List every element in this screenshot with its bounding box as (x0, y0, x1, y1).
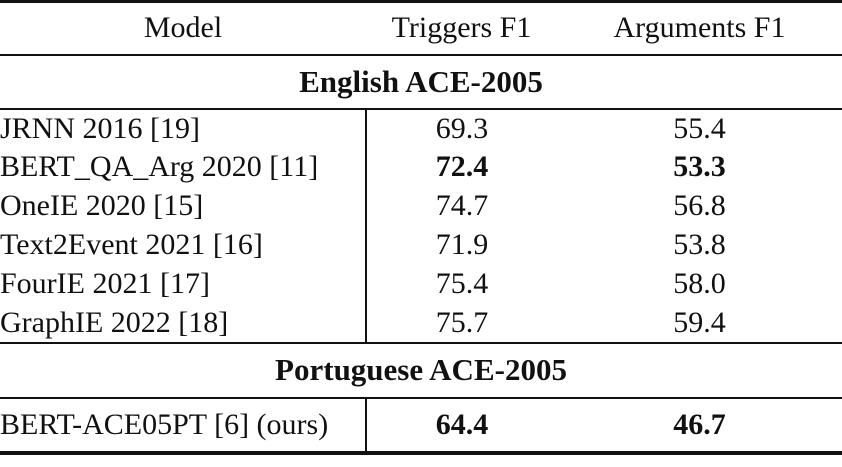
cell-model: BERT_QA_Arg 2020 [11] (0, 150, 319, 183)
column-header-triggers-f1: Triggers F1 (391, 11, 532, 45)
section-portuguese-header: Portuguese ACE-2005 (0, 342, 842, 399)
results-table: Model Triggers F1 Arguments F1 English A… (0, 0, 842, 455)
cell-arguments-f1: 58.0 (673, 267, 726, 300)
table-row: JRNN 2016 [19] 69.3 55.4 (0, 108, 842, 148)
cell-model: FourIE 2021 [17] (0, 267, 210, 300)
header-row: Model Triggers F1 Arguments F1 (0, 2, 842, 55)
cell-model: BERT-ACE05PT [6] (ours) (0, 407, 329, 441)
cell-triggers-f1: 64.4 (365, 397, 557, 453)
table-row: OneIE 2020 [15] 74.7 56.8 (0, 186, 842, 226)
cell-arguments-f1: 53.3 (673, 150, 726, 183)
cell-arguments-f1: 59.4 (673, 305, 726, 339)
section-title-row: Portuguese ACE-2005 (0, 342, 842, 399)
table-row: BERT-ACE05PT [6] (ours) 64.4 46.7 (0, 397, 842, 453)
section-title-portuguese: Portuguese ACE-2005 (0, 342, 842, 399)
cell-arguments-f1: 56.8 (673, 189, 726, 222)
cell-triggers-f1: 74.7 (365, 186, 557, 226)
cell-arguments-f1: 53.8 (673, 228, 726, 261)
cell-model: Text2Event 2021 [16] (0, 228, 263, 261)
section-english-header: English ACE-2005 (0, 54, 842, 110)
table-row: Text2Event 2021 [16] 71.9 53.8 (0, 225, 842, 265)
column-header-arguments-f1: Arguments F1 (613, 11, 786, 45)
cell-model: GraphIE 2022 [18] (0, 305, 229, 339)
column-header-model: Model (143, 11, 223, 45)
cell-triggers-f1: 75.4 (365, 264, 557, 304)
cell-arguments-f1: 55.4 (673, 111, 726, 145)
cell-arguments-f1: 46.7 (673, 407, 726, 441)
cell-triggers-f1: 71.9 (365, 225, 557, 265)
section-english-rows: JRNN 2016 [19] 69.3 55.4 BERT_QA_Arg 202… (0, 108, 842, 343)
cell-model: JRNN 2016 [19] (0, 111, 200, 145)
table-row: BERT_QA_Arg 2020 [11] 72.4 53.3 (0, 147, 842, 187)
section-title-english: English ACE-2005 (0, 54, 842, 110)
cell-triggers-f1: 75.7 (365, 303, 557, 343)
cell-triggers-f1: 69.3 (365, 108, 557, 148)
cell-triggers-f1: 72.4 (365, 147, 557, 187)
table-header: Model Triggers F1 Arguments F1 (0, 2, 842, 55)
cell-model: OneIE 2020 [15] (0, 189, 204, 222)
table-row: GraphIE 2022 [18] 75.7 59.4 (0, 303, 842, 343)
section-title-row: English ACE-2005 (0, 54, 842, 110)
table-row: FourIE 2021 [17] 75.4 58.0 (0, 264, 842, 304)
section-portuguese-rows: BERT-ACE05PT [6] (ours) 64.4 46.7 (0, 397, 842, 453)
